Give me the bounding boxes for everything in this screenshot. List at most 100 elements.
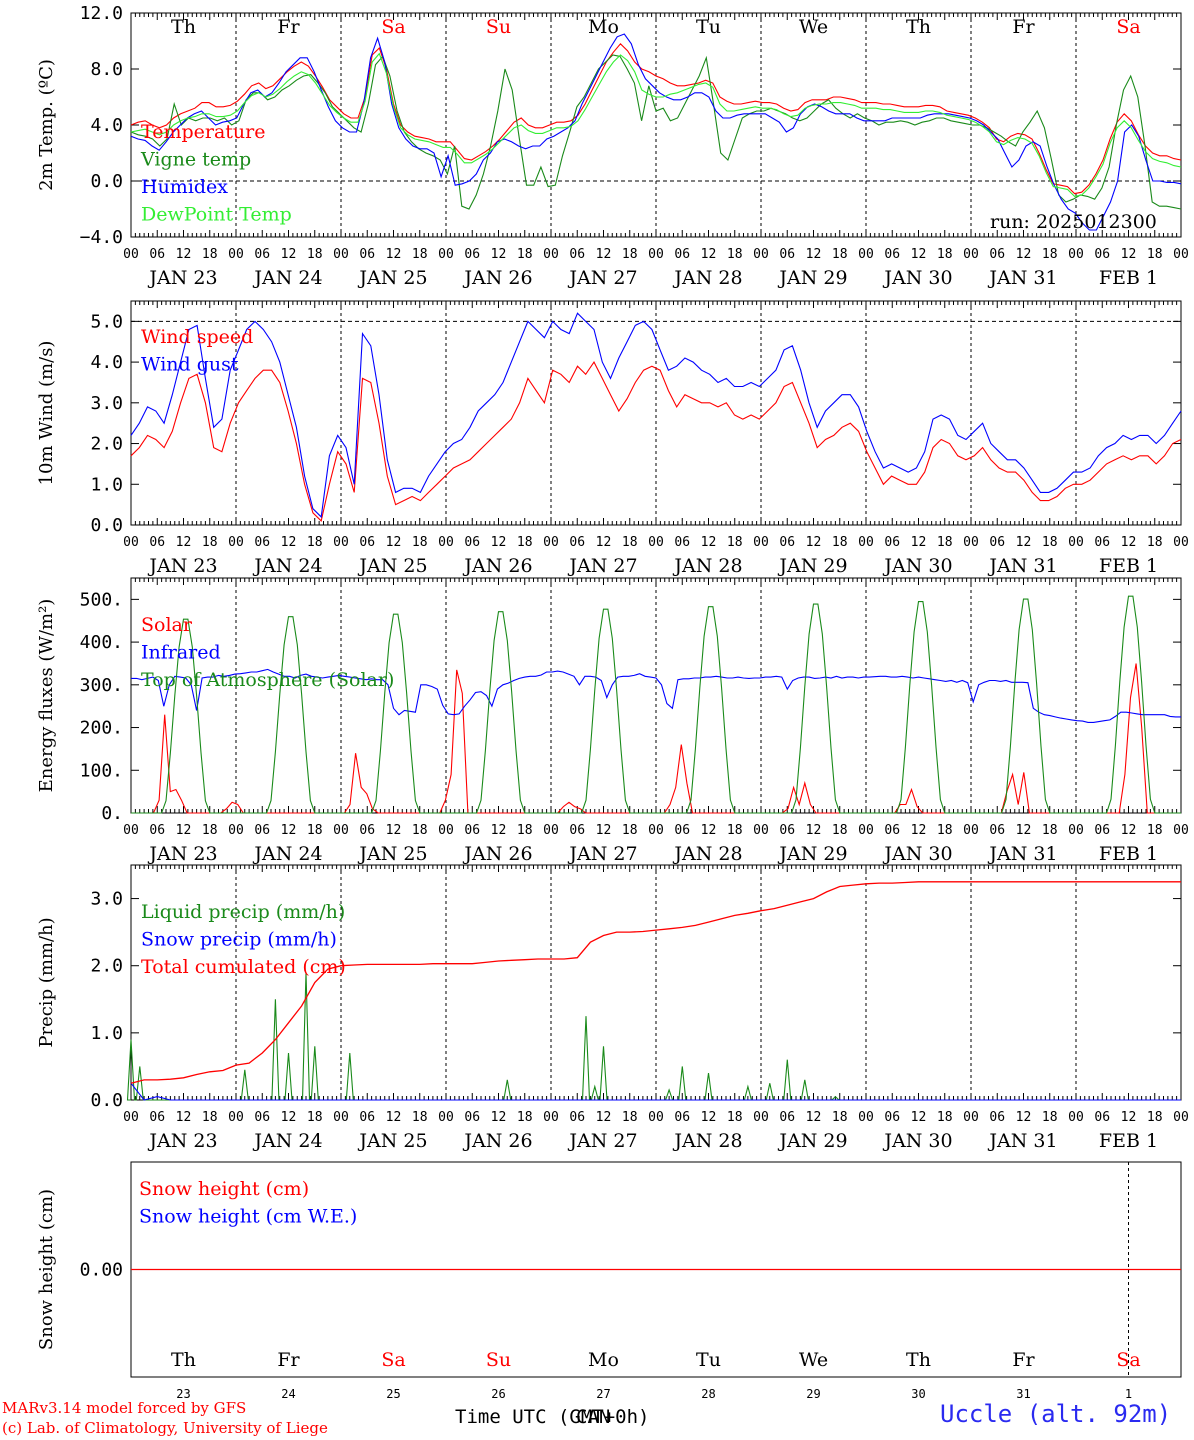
weekday-label: Tu — [696, 16, 721, 38]
series-line-wind-gust — [130, 312, 1182, 519]
y-tick-label: 3.0 — [90, 889, 123, 910]
hour-tick-label: 06 — [1094, 535, 1110, 550]
weekday-label: Su — [486, 16, 511, 38]
date-label: JAN 30 — [882, 1130, 952, 1152]
hour-tick-label: 06 — [1094, 1110, 1110, 1125]
date-label: JAN 25 — [357, 555, 427, 577]
y-tick-label: 3.0 — [90, 393, 123, 414]
hour-tick-label: 18 — [727, 247, 743, 262]
hour-tick-label: 06 — [779, 823, 795, 838]
hour-tick-label: 00 — [1068, 823, 1084, 838]
date-label: JAN 24 — [252, 267, 322, 289]
hour-tick-label: 18 — [1042, 1110, 1058, 1125]
hour-tick-label: 00 — [333, 1110, 349, 1125]
date-label: FEB 1 — [1099, 1130, 1158, 1152]
hour-tick-label: 12 — [596, 823, 612, 838]
y-tick-label: 300. — [80, 675, 123, 696]
y-axis-label: 2m Temp. (ºC) — [36, 59, 57, 191]
hour-tick-label: 00 — [1068, 535, 1084, 550]
hour-tick-label: 18 — [517, 1110, 533, 1125]
hour-tick-label: 06 — [779, 247, 795, 262]
weekday-label: Fr — [277, 16, 300, 38]
hour-tick-label: 12 — [911, 823, 927, 838]
y-tick-label: 100. — [80, 760, 123, 781]
hour-tick-label: 00 — [333, 823, 349, 838]
hour-tick-label: 12 — [1121, 247, 1137, 262]
hour-tick-label: 12 — [491, 247, 507, 262]
hour-tick-label: 12 — [491, 535, 507, 550]
hour-tick-label: 18 — [1147, 823, 1163, 838]
hour-tick-label: 06 — [464, 823, 480, 838]
hour-tick-label: 06 — [674, 535, 690, 550]
y-axis-label: Precip (mm/h) — [36, 917, 57, 1047]
hour-tick-label: 12 — [386, 1110, 402, 1125]
weekday-label-bottom: Su — [486, 1349, 511, 1371]
date-label: JAN 26 — [462, 843, 532, 865]
hour-tick-label: 12 — [701, 823, 717, 838]
legend-entry: Wind speed — [141, 326, 253, 348]
hour-tick-label: 00 — [228, 535, 244, 550]
hour-tick-label: 06 — [569, 1110, 585, 1125]
hour-tick-label: 18 — [412, 1110, 428, 1125]
date-label: JAN 24 — [252, 843, 322, 865]
date-label: JAN 27 — [567, 1130, 637, 1152]
y-tick-label: 4.0 — [90, 115, 123, 136]
series-line-snow-precip-mm-h- — [130, 1082, 1181, 1101]
hour-tick-label: 18 — [937, 247, 953, 262]
hour-tick-label: 00 — [1173, 1110, 1189, 1125]
y-tick-label: 2.0 — [90, 434, 123, 455]
date-label: JAN 23 — [147, 555, 217, 577]
hour-tick-label: 12 — [806, 535, 822, 550]
hour-tick-label: 12 — [806, 247, 822, 262]
date-label: JAN 28 — [672, 1130, 742, 1152]
hour-tick-label: 06 — [884, 1110, 900, 1125]
date-label: JAN 31 — [987, 555, 1057, 577]
y-tick-label: 1.0 — [90, 474, 123, 495]
hour-tick-label: 00 — [753, 535, 769, 550]
hour-tick-label: 18 — [832, 1110, 848, 1125]
date-label: JAN 24 — [252, 555, 322, 577]
weekday-label-bottom: Th — [171, 1349, 196, 1371]
series-line-total-cumulated-cm- — [130, 881, 1181, 1084]
hour-tick-label: 12 — [281, 1110, 297, 1125]
date-label: JAN 31 — [987, 843, 1057, 865]
weekday-label: Sa — [1116, 16, 1140, 38]
series-line-top-of-atmosphere-solar- — [131, 595, 1181, 814]
hour-tick-label: 06 — [884, 535, 900, 550]
hour-tick-label: 00 — [858, 1110, 874, 1125]
panel-1 — [130, 12, 1182, 238]
date-label: JAN 27 — [567, 555, 637, 577]
hour-tick-label: 06 — [359, 535, 375, 550]
hour-tick-label: 18 — [202, 535, 218, 550]
date-label: JAN 25 — [357, 1130, 427, 1152]
credit-line-2: (c) Lab. of Climatology, University of L… — [2, 1419, 328, 1437]
y-tick-label: 1.0 — [90, 1023, 123, 1044]
y-tick-label: 0.00 — [80, 1260, 123, 1281]
hour-tick-label: 12 — [701, 247, 717, 262]
hour-tick-label: 18 — [937, 535, 953, 550]
hour-tick-label: 12 — [1016, 247, 1032, 262]
y-axis-label: 10m Wind (m/s) — [36, 341, 57, 486]
y-tick-label: 500. — [80, 589, 123, 610]
legend-entry: Snow height (cm W.E.) — [139, 1206, 357, 1228]
legend-entry: Liquid precip (mm/h) — [141, 901, 345, 923]
date-label: JAN 26 — [462, 555, 532, 577]
weekday-label: Mo — [588, 16, 619, 38]
legend-entry: Infrared — [141, 642, 221, 664]
hour-tick-label: 18 — [202, 247, 218, 262]
date-label: JAN 27 — [567, 267, 637, 289]
weekday-label: We — [799, 16, 828, 38]
weekday-label-bottom: Tu — [696, 1349, 721, 1371]
hour-tick-label: 06 — [464, 535, 480, 550]
station-label: Uccle (alt. 92m) — [940, 1400, 1172, 1428]
date-label: JAN 28 — [672, 267, 742, 289]
panel-2 — [130, 300, 1182, 526]
y-tick-label: 12.0 — [80, 3, 123, 24]
y-tick-label: 5.0 — [90, 311, 123, 332]
hour-tick-label: 12 — [1016, 1110, 1032, 1125]
weekday-label-bottom: Th — [906, 1349, 931, 1371]
date-label: JAN 28 — [672, 555, 742, 577]
hour-tick-label: 18 — [727, 823, 743, 838]
hour-tick-label: 06 — [779, 535, 795, 550]
hour-tick-label: 06 — [464, 1110, 480, 1125]
